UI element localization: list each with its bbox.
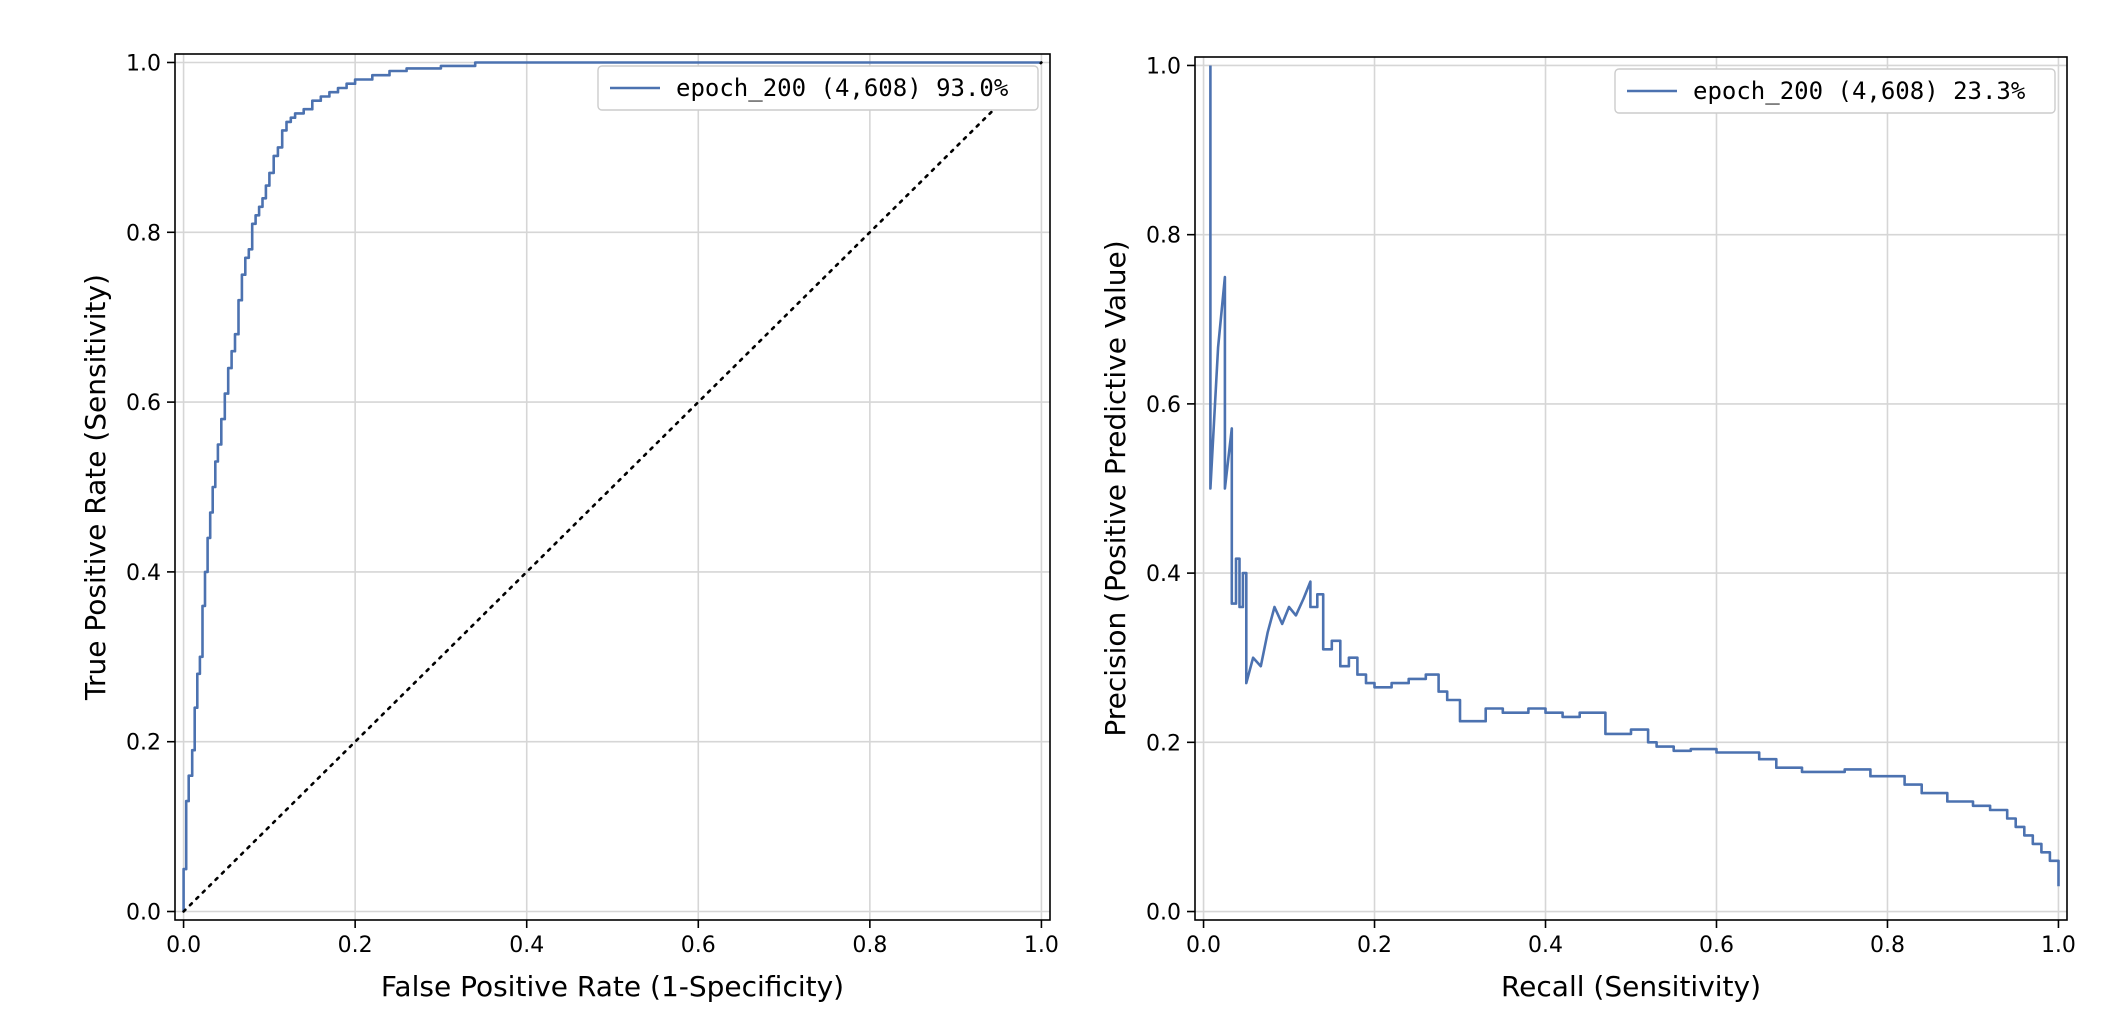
chart-2: 0.0 0.2 0.4 0.6 0.8 1.0 0.0 0.2 0.4 0.6 0.8 1.0 Reca… [1099,54,2076,1003]
y-tick-label: 0.8 [1146,224,1181,249]
legend-label: epoch_200 (4,608) 23.3% [1693,77,2026,105]
y-tick-label: 0.0 [126,901,161,926]
y-tick-label: 0.4 [126,561,161,586]
x-tick-label: 0.4 [1528,933,1563,958]
y-tick-label: 0.2 [126,731,161,756]
chance-diagonal-line [182,61,1043,913]
x-tick-label: 0.6 [681,933,716,958]
x-tick-label: 0.2 [1357,933,1392,958]
plot-frame [1194,56,2068,921]
y-tick-label: 1.0 [126,51,161,76]
x-tick-label: 0.0 [1186,933,1221,958]
series-line [182,61,1042,912]
y-tick-label: 0.2 [1146,731,1181,756]
y-axis-label: Precision (Positive Predictive Value) [1099,240,1132,736]
x-axis-label: Recall (Sensitivity) [1501,970,1761,1003]
x-tick-label: 0.8 [852,933,887,958]
x-tick-label: 0.2 [338,933,373,958]
x-tick-label: 1.0 [1024,933,1059,958]
legend: epoch_200 (4,608) 93.0% [597,65,1039,111]
legend-box [597,65,1039,111]
y-tick-label: 0.6 [1146,393,1181,418]
y-tick-label: 0.8 [126,221,161,246]
x-tick-label: 0.4 [509,933,544,958]
x-tick-label: 0.6 [1699,933,1734,958]
chart-1: 0.0 0.2 0.4 0.6 0.8 1.0 0.0 0.2 0.4 0.6 0.8 1.0 Fals… [79,51,1059,1003]
x-tick-label: 0.0 [166,933,201,958]
y-tick-label: 0.0 [1146,901,1181,926]
legend-box [1614,68,2056,114]
legend: epoch_200 (4,608) 23.3% [1614,68,2056,114]
series-line [1209,65,2060,887]
y-axis-label: True Positive Rate (Sensitivity) [79,274,112,701]
y-tick-label: 1.0 [1146,54,1181,79]
y-tick-label: 0.6 [126,391,161,416]
x-axis-label: False Positive Rate (1-Specificity) [381,970,844,1003]
y-tick-label: 0.4 [1146,562,1181,587]
x-tick-label: 0.8 [1870,933,1905,958]
x-tick-label: 1.0 [2041,933,2076,958]
legend-label: epoch_200 (4,608) 93.0% [676,74,1009,102]
plot-frame [174,53,1051,921]
